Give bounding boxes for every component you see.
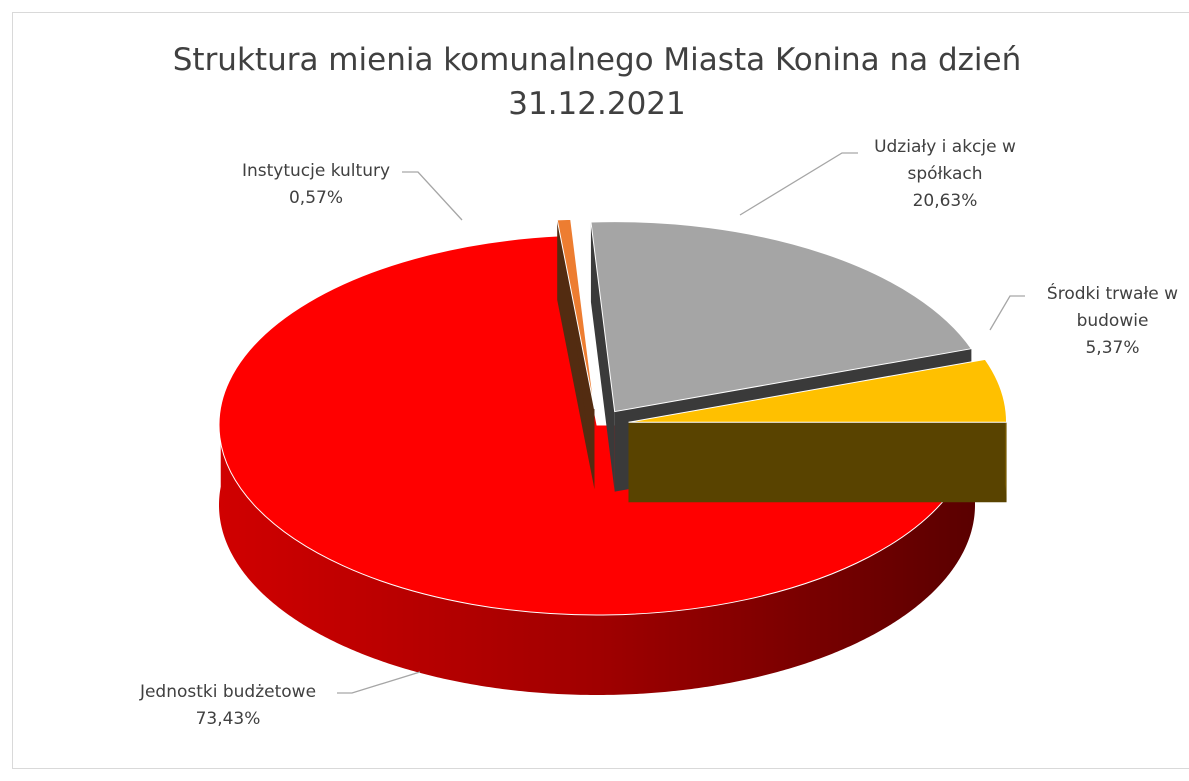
- chart-title: Struktura mienia komunalnego Miasta Koni…: [172, 42, 1022, 122]
- label-value: 0,57%: [288, 188, 343, 208]
- data-label: Instytucje kultury 0,57%: [206, 158, 426, 212]
- pie-slice: [590, 221, 973, 413]
- pie-slice: [218, 235, 976, 616]
- label-value: 20,63%: [912, 191, 978, 211]
- data-label: Udziały i akcje w spółkach 20,63%: [850, 134, 1040, 215]
- label-category: Środki trwałe w budowie: [1046, 284, 1179, 331]
- pie-slice: [556, 218, 595, 410]
- data-label: Jednostki budżetowe 73,43%: [108, 679, 348, 733]
- label-value: 73,43%: [195, 709, 261, 729]
- slice-edge: [628, 422, 1007, 503]
- label-category: Jednostki budżetowe: [139, 682, 317, 702]
- label-value: 5,37%: [1085, 338, 1140, 358]
- slice-edge: [557, 219, 595, 489]
- pie-slice: [628, 358, 1008, 423]
- slice-side: [219, 406, 975, 695]
- leader-line: [739, 152, 858, 216]
- leader-line: [989, 295, 1025, 331]
- leader-line: [402, 171, 463, 221]
- slice-edge: [590, 221, 615, 492]
- chart-area: [12, 12, 1189, 769]
- label-category: Instytucje kultury: [241, 161, 391, 181]
- slice-side: [1004, 404, 1007, 502]
- leader-line: [337, 671, 421, 694]
- data-label: Środki trwałe w budowie 5,37%: [1025, 281, 1189, 362]
- label-category: Udziały i akcje w spółkach: [874, 137, 1016, 184]
